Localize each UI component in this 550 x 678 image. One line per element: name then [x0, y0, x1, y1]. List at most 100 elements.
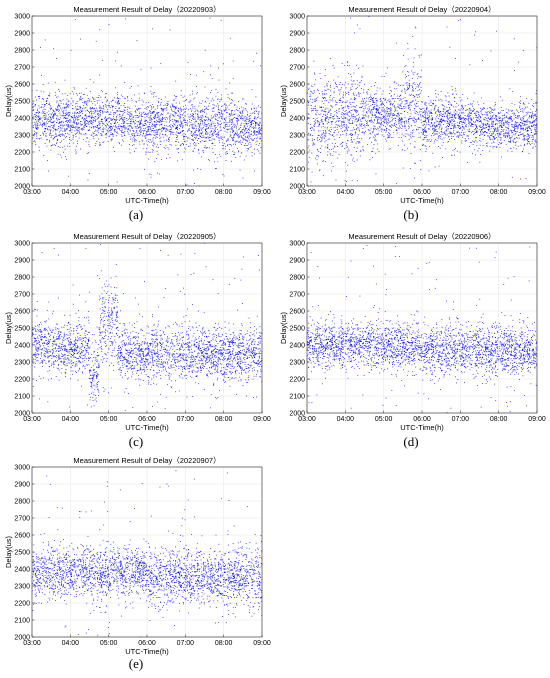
data-point [471, 123, 473, 124]
data-point [249, 127, 251, 129]
data-point [70, 121, 72, 123]
data-point [448, 117, 450, 119]
data-point [104, 128, 106, 130]
data-point [472, 103, 473, 105]
data-point [259, 107, 261, 108]
data-point [426, 111, 428, 113]
data-point [222, 142, 224, 144]
data-point [153, 110, 155, 112]
data-point [67, 132, 69, 134]
data-point [323, 123, 324, 125]
data-point [244, 145, 245, 146]
data-point [402, 85, 404, 86]
data-point [363, 92, 365, 94]
data-point [416, 86, 418, 88]
data-point [256, 107, 258, 109]
data-point [350, 74, 352, 76]
data-point [348, 118, 350, 120]
data-point [329, 134, 331, 136]
data-point [44, 119, 46, 120]
data-point [123, 125, 124, 127]
data-point [72, 112, 74, 114]
data-point [356, 115, 358, 116]
data-point [65, 109, 67, 111]
data-point [255, 122, 257, 123]
data-point [94, 135, 96, 137]
data-point [221, 148, 223, 150]
data-point [424, 125, 426, 127]
data-point [358, 138, 360, 140]
data-point [349, 89, 351, 91]
data-point [194, 117, 196, 119]
data-point [313, 60, 315, 62]
data-point [470, 111, 472, 113]
data-point [87, 122, 89, 124]
data-point [374, 82, 376, 83]
data-point [35, 114, 37, 116]
data-point [35, 144, 37, 145]
data-point [158, 121, 160, 123]
data-point [152, 112, 153, 114]
data-point [48, 119, 50, 121]
data-point [218, 109, 220, 111]
data-point [461, 106, 463, 108]
data-point [373, 144, 375, 145]
data-point [229, 124, 231, 126]
data-point [128, 114, 130, 115]
data-point [446, 111, 448, 113]
data-point [161, 121, 162, 122]
data-point [388, 148, 390, 150]
data-point [175, 144, 177, 146]
data-point [415, 103, 417, 105]
data-point [40, 135, 41, 136]
y-tick-label: 2000 [14, 183, 30, 190]
data-point [245, 155, 247, 157]
data-point [419, 89, 420, 90]
data-point [413, 136, 415, 138]
data-point [387, 67, 388, 69]
data-point [60, 134, 62, 136]
data-point [40, 137, 42, 139]
data-point [346, 144, 347, 146]
data-point [340, 143, 342, 144]
data-point [412, 83, 414, 84]
data-point [237, 132, 238, 134]
data-point [35, 122, 37, 124]
data-point [464, 115, 466, 116]
data-point [139, 111, 141, 113]
data-point [405, 65, 407, 66]
data-point [330, 109, 331, 111]
data-point [312, 140, 313, 142]
data-point [77, 123, 78, 125]
data-point [403, 135, 405, 137]
data-point [54, 112, 55, 114]
data-point [38, 118, 39, 120]
data-point [124, 124, 126, 126]
data-point [164, 117, 166, 119]
data-point [362, 111, 364, 113]
data-point [188, 128, 189, 130]
data-point [414, 26, 416, 28]
data-point [365, 102, 367, 104]
data-point [192, 104, 194, 106]
data-point [176, 125, 178, 126]
data-point [372, 147, 374, 149]
data-point [241, 136, 242, 138]
data-point [177, 114, 178, 116]
data-point [475, 31, 477, 33]
data-point [148, 139, 150, 141]
data-point [139, 119, 141, 121]
data-point [36, 115, 37, 117]
data-point [146, 131, 148, 133]
data-point [243, 139, 245, 140]
data-point [192, 93, 193, 95]
data-point [229, 134, 231, 136]
data-point [308, 156, 310, 158]
data-point [173, 95, 175, 97]
data-point [44, 124, 46, 125]
data-point [99, 107, 101, 109]
data-point [89, 108, 91, 110]
data-point [158, 147, 159, 149]
data-point [392, 114, 394, 116]
data-point [407, 87, 409, 89]
